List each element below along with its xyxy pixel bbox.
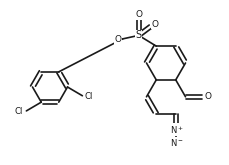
Text: O: O (135, 10, 142, 19)
Text: Cl: Cl (84, 92, 93, 101)
Text: S: S (135, 30, 141, 40)
Text: O: O (151, 20, 158, 29)
Text: N$^-$: N$^-$ (169, 137, 183, 148)
Text: O: O (114, 35, 121, 44)
Text: Cl: Cl (15, 107, 23, 116)
Text: O: O (203, 92, 210, 101)
Text: N$^+$: N$^+$ (169, 124, 183, 135)
